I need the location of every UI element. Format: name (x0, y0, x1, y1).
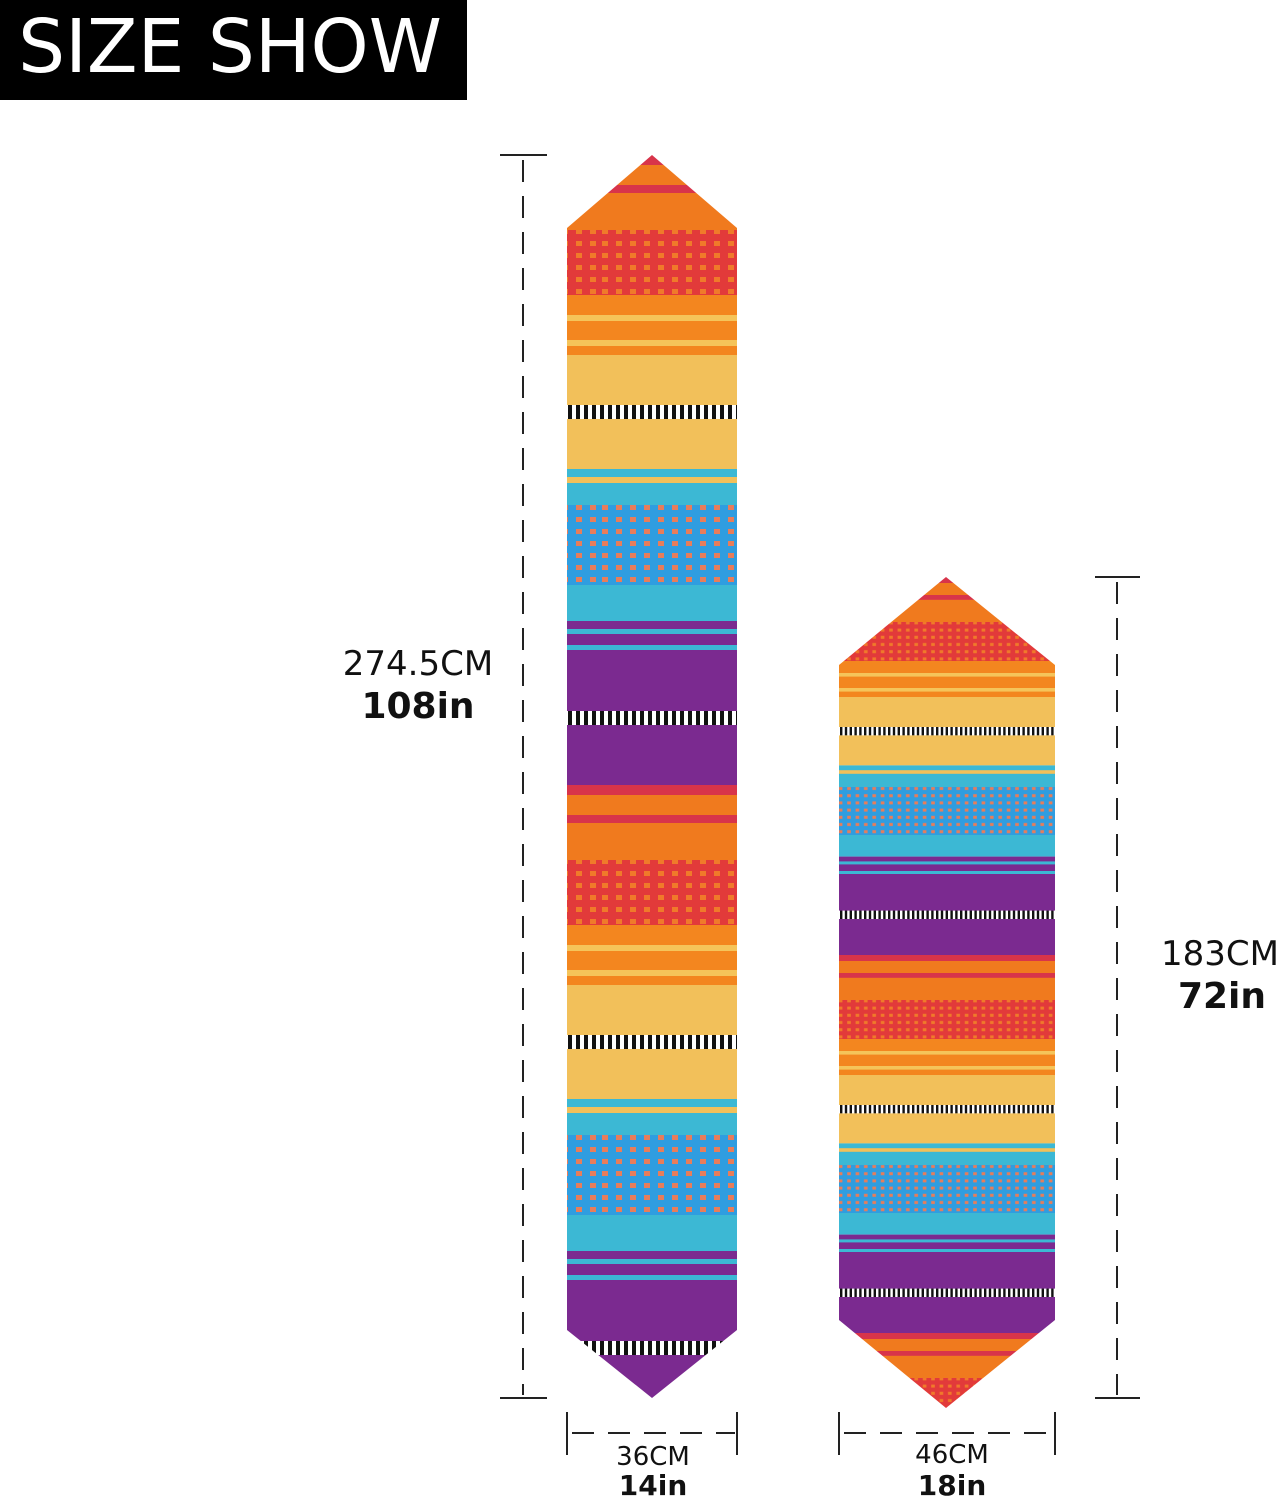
width-cm: 46CM (915, 1440, 989, 1470)
runner-short (839, 577, 1055, 1408)
length-in: 72in (1178, 976, 1266, 1017)
width-cm: 36CM (616, 1442, 690, 1472)
dimension-lines (500, 154, 1140, 1455)
width-in: 18in (918, 1469, 987, 1500)
length-cm: 183CM (1161, 934, 1279, 974)
width-in: 14in (619, 1469, 688, 1500)
title-bg (0, 0, 467, 100)
runner-long (567, 155, 737, 1398)
title: SIZE SHOW (18, 4, 442, 90)
length-in: 108in (361, 686, 474, 727)
length-cm: 274.5CM (343, 644, 493, 684)
